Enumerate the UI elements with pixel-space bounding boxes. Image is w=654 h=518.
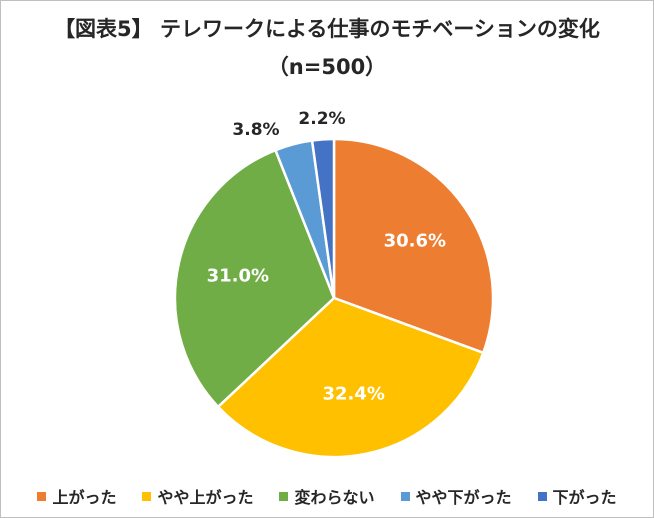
- chart-subtitle: （n=500）: [267, 55, 387, 79]
- legend-swatch-sagatta: [537, 491, 547, 501]
- legend-swatch-yaya-sagatta: [400, 491, 410, 501]
- legend-label-yaya-agatta: やや上がった: [157, 488, 254, 507]
- legend-label-yaya-sagatta: やや下がった: [415, 488, 512, 507]
- legend: 上がった やや上がった 変わらない やや下がった 下がった: [0, 484, 654, 508]
- legend-label-kawaranai: 変わらない: [294, 488, 375, 507]
- legend-item-sagatta: 下がった: [537, 484, 617, 508]
- pie-slice-kawaranai: [173, 148, 336, 409]
- data-label-yaya-sagatta: 3.8%: [232, 120, 279, 140]
- legend-swatch-agatta: [37, 491, 47, 501]
- data-label-yaya-agatta: 32.4%: [322, 384, 384, 405]
- pie-slice-agatta: [332, 137, 495, 355]
- pie-slice-sagatta: [310, 137, 336, 299]
- legend-label-agatta: 上がった: [52, 488, 117, 507]
- data-label-kawaranai: 31.0%: [207, 265, 269, 286]
- legend-item-yaya-agatta: やや上がった: [142, 484, 253, 508]
- data-label-agatta: 30.6%: [384, 231, 446, 252]
- legend-swatch-yaya-agatta: [142, 491, 152, 501]
- legend-label-sagatta: 下がった: [552, 488, 617, 507]
- legend-swatch-kawaranai: [279, 491, 289, 501]
- chart-title: 【図表5】 テレワークによる仕事のモチベーションの変化: [54, 17, 600, 41]
- legend-item-kawaranai: 変わらない: [279, 484, 375, 508]
- data-label-sagatta: 2.2%: [298, 109, 345, 129]
- legend-item-agatta: 上がった: [37, 484, 116, 508]
- legend-item-yaya-sagatta: やや下がった: [400, 484, 512, 508]
- pie-slice-yaya-agatta: [216, 296, 485, 459]
